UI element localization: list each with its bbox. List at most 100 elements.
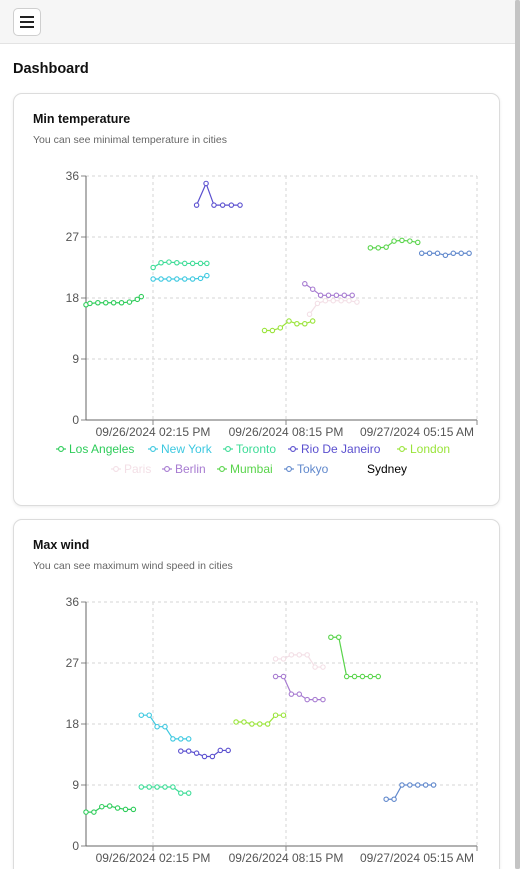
data-point bbox=[312, 664, 318, 670]
series-paris bbox=[272, 652, 326, 670]
legend-item-toronto[interactable]: Toronto bbox=[223, 442, 276, 456]
menu-button[interactable] bbox=[13, 8, 41, 36]
data-point bbox=[257, 721, 263, 727]
data-point bbox=[264, 721, 271, 727]
data-point bbox=[241, 719, 247, 725]
data-point bbox=[150, 276, 156, 282]
data-point bbox=[174, 276, 180, 282]
data-point bbox=[217, 747, 224, 754]
data-point bbox=[272, 712, 279, 718]
series-los-angeles bbox=[83, 803, 137, 815]
scrollbar[interactable] bbox=[515, 0, 520, 869]
legend-item-rio-de-janeiro[interactable]: Rio De Janeiro bbox=[288, 442, 381, 456]
data-point bbox=[286, 318, 292, 324]
legend-marker bbox=[150, 446, 156, 452]
data-point bbox=[333, 292, 340, 299]
data-point bbox=[99, 803, 105, 810]
data-point bbox=[193, 202, 200, 208]
data-point bbox=[249, 721, 255, 727]
series-rio-de-janeiro bbox=[193, 180, 243, 208]
data-point bbox=[204, 260, 210, 267]
data-point bbox=[294, 321, 300, 327]
data-point bbox=[106, 803, 113, 809]
y-tick-label: 27 bbox=[66, 656, 80, 670]
data-point bbox=[146, 712, 152, 718]
data-point bbox=[325, 292, 332, 299]
chart-plot: 0 9 18 27 36 09/26/2024 02:15 PM 09/26/2024 08… bbox=[66, 595, 478, 865]
data-point bbox=[150, 264, 156, 271]
series-london bbox=[233, 712, 287, 727]
series-los-angeles bbox=[83, 293, 145, 308]
x-tick-label: 09/26/2024 02:15 PM bbox=[96, 851, 211, 865]
legend-item-berlin[interactable]: Berlin bbox=[162, 462, 206, 476]
legend-label: Los Angeles bbox=[69, 442, 134, 456]
data-point bbox=[138, 293, 145, 300]
data-point bbox=[383, 244, 389, 250]
data-point bbox=[185, 748, 192, 754]
data-point bbox=[197, 275, 204, 282]
data-point bbox=[122, 806, 129, 813]
data-point bbox=[458, 250, 464, 257]
data-point bbox=[330, 297, 336, 304]
legend-marker bbox=[399, 446, 405, 452]
data-point bbox=[288, 652, 295, 658]
x-tick-label: 09/26/2024 08:15 PM bbox=[229, 851, 344, 865]
data-point bbox=[277, 325, 284, 331]
chart-plot: 0 9 18 27 36 09/26/2024 02:15 PM 09/26/2024 08… bbox=[66, 169, 478, 439]
legend-marker bbox=[286, 466, 292, 472]
series-berlin bbox=[272, 673, 326, 703]
series-tokyo bbox=[383, 782, 437, 802]
x-tick-label: 09/27/2024 05:15 AM bbox=[360, 425, 474, 439]
data-point bbox=[399, 782, 405, 788]
series-toronto bbox=[150, 259, 210, 271]
card-subtitle: You can see maximum wind speed in cities bbox=[33, 560, 233, 572]
data-point bbox=[314, 300, 321, 307]
data-point bbox=[211, 202, 217, 208]
legend-item-london[interactable]: London bbox=[397, 442, 450, 456]
card-title: Min temperature bbox=[33, 112, 131, 126]
scrollbar-thumb[interactable] bbox=[515, 0, 520, 869]
data-point bbox=[170, 784, 176, 790]
data-point bbox=[269, 327, 276, 334]
data-point bbox=[87, 300, 93, 307]
data-point bbox=[349, 292, 355, 299]
legend-marker bbox=[219, 466, 225, 472]
data-point bbox=[158, 276, 164, 282]
data-point bbox=[306, 311, 313, 318]
top-bar bbox=[0, 0, 520, 44]
data-point bbox=[237, 202, 243, 208]
data-point bbox=[407, 238, 413, 244]
data-point bbox=[83, 809, 89, 815]
data-point bbox=[317, 292, 324, 299]
x-tick-label: 09/26/2024 02:15 PM bbox=[96, 425, 211, 439]
data-point bbox=[328, 634, 334, 640]
data-point bbox=[391, 796, 397, 802]
legend-item-mumbai[interactable]: Mumbai bbox=[217, 462, 273, 476]
data-point bbox=[367, 245, 374, 251]
series-line bbox=[330, 636, 379, 678]
data-point bbox=[261, 327, 268, 334]
legend-item-los-angeles[interactable]: Los Angeles bbox=[56, 442, 134, 456]
series-berlin bbox=[302, 281, 355, 299]
data-point bbox=[193, 750, 200, 756]
legend-item-new-york[interactable]: New York bbox=[148, 442, 213, 456]
data-point bbox=[233, 719, 239, 725]
data-point bbox=[134, 296, 141, 303]
legend-item-paris[interactable]: Paris bbox=[111, 462, 151, 476]
data-point bbox=[219, 202, 226, 208]
legend-item-sydney[interactable]: Sydney bbox=[367, 462, 407, 476]
y-tick-label: 0 bbox=[72, 839, 79, 853]
data-point bbox=[391, 238, 397, 244]
x-tick-label: 09/27/2024 05:15 AM bbox=[360, 851, 474, 865]
legend-item-tokyo[interactable]: Tokyo bbox=[284, 462, 329, 476]
data-point bbox=[201, 753, 208, 760]
data-point bbox=[346, 297, 352, 304]
data-point bbox=[178, 736, 184, 742]
data-point bbox=[375, 673, 382, 680]
data-point bbox=[312, 696, 318, 703]
data-point bbox=[91, 809, 97, 815]
card-subtitle: You can see minimal temperature in citie… bbox=[33, 134, 227, 146]
data-point bbox=[158, 260, 164, 266]
data-point bbox=[415, 782, 421, 788]
data-point bbox=[280, 712, 287, 718]
